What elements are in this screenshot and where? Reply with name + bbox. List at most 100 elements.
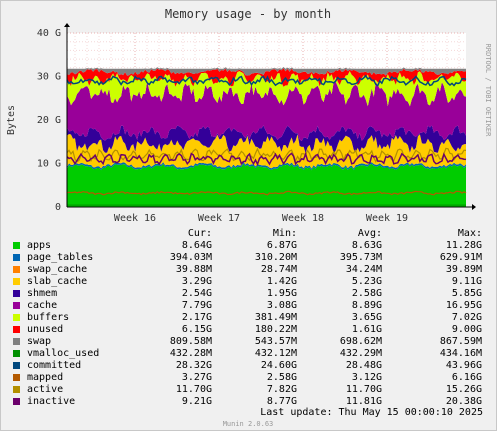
legend-max: 16.95G (445, 300, 482, 311)
legend-name: committed (27, 360, 82, 371)
legend-name: page_tables (27, 252, 94, 263)
legend-cur: 394.03M (169, 252, 212, 263)
legend-cur: 2.54G (181, 288, 212, 299)
legend-row: swap_cache 39.88M 28.74M 34.24M 39.89M (12, 264, 488, 276)
legend-min: 24.60G (260, 360, 297, 371)
legend-swatch (13, 338, 20, 345)
munin-version: Munin 2.0.63 (223, 420, 274, 428)
legend-swatch (13, 254, 20, 261)
legend-max: 9.11G (451, 276, 482, 287)
legend-avg: 11.70G (345, 384, 382, 395)
area-shmem (67, 125, 466, 154)
legend-name: apps (27, 240, 52, 251)
y-tick-label: 30 G (37, 72, 61, 83)
legend-cur: 432.28M (169, 348, 212, 359)
last-update: Last update: Thu May 15 00:00:10 2025 (260, 407, 483, 418)
legend-row: vmalloc_used 432.28M 432.12M 432.29M 434.16M (12, 348, 488, 360)
y-tick-label: 10 G (37, 159, 61, 170)
legend-min: 2.58G (266, 372, 297, 383)
legend-max: 7.02G (451, 312, 482, 323)
legend-max: 20.38G (445, 396, 482, 407)
legend-max: 39.89M (445, 264, 482, 275)
legend-name: shmem (27, 288, 58, 299)
legend-swatch (13, 374, 20, 381)
legend-swatch (13, 326, 20, 333)
legend-cur: 28.32G (175, 360, 212, 371)
legend-row: shmem 2.54G 1.95G 2.58G 5.85G (12, 288, 488, 300)
legend: Cur: Min: Avg: Max: apps 8.64G 6.87G 8.63G 1… (12, 228, 488, 408)
legend-min: 1.95G (266, 288, 297, 299)
x-tick-label: Week 19 (366, 213, 408, 224)
area-cache (67, 81, 466, 142)
legend-avg: 3.12G (351, 372, 382, 383)
legend-name: inactive (27, 396, 76, 407)
legend-min: 180.22M (254, 324, 297, 335)
legend-max: 15.26G (445, 384, 482, 395)
y-axis-arrow (64, 23, 70, 27)
line-mapped (66, 190, 467, 196)
legend-avg: 8.89G (351, 300, 382, 311)
legend-avg: 432.29M (339, 348, 382, 359)
legend-swatch (13, 398, 20, 405)
area-slab-cache (67, 134, 466, 169)
legend-swatch (13, 302, 20, 309)
line-inactive (66, 151, 467, 167)
header-min: Min: (272, 228, 297, 239)
legend-swatch (13, 314, 20, 321)
legend-row: committed 28.32G 24.60G 28.48G 43.96G (12, 360, 488, 372)
legend-max: 9.00G (451, 324, 482, 335)
line-active (66, 147, 467, 164)
legend-name: vmalloc_used (27, 348, 100, 359)
legend-row: swap 809.58M 543.57M 698.62M 867.59M (12, 336, 488, 348)
legend-header: Cur: Min: Avg: Max: (12, 228, 488, 240)
rrdtool-credit: RRDTOOL / TOBI OETIKER (484, 44, 492, 138)
y-tick-label: 20 G (37, 115, 61, 126)
chart-title: Memory usage - by month (165, 7, 331, 21)
legend-name: swap (27, 336, 52, 347)
legend-avg: 2.58G (351, 288, 382, 299)
legend-avg: 34.24M (345, 264, 382, 275)
legend-cur: 809.58M (169, 336, 212, 347)
header-cur: Cur: (187, 228, 212, 239)
legend-swatch (13, 290, 20, 297)
legend-swatch (13, 386, 20, 393)
y-tick-label: 0 (55, 202, 61, 213)
legend-avg: 395.73M (339, 252, 382, 263)
x-tick-label: Week 18 (282, 213, 324, 224)
legend-name: unused (27, 324, 64, 335)
header-avg: Avg: (357, 228, 382, 239)
y-tick-label: 40 G (37, 28, 61, 39)
area-swap (67, 67, 466, 76)
legend-name: cache (27, 300, 58, 311)
legend-row: apps 8.64G 6.87G 8.63G 11.28G (12, 240, 488, 252)
area-page-tables (67, 161, 466, 171)
legend-min: 6.87G (266, 240, 297, 251)
legend-name: slab_cache (27, 276, 88, 287)
legend-avg: 1.61G (351, 324, 382, 335)
legend-cur: 8.64G (181, 240, 212, 251)
legend-avg: 8.63G (351, 240, 382, 251)
x-tick-label: Week 17 (198, 213, 240, 224)
x-axis-arrow (472, 204, 476, 210)
legend-min: 432.12M (254, 348, 297, 359)
legend-row: page_tables 394.03M 310.20M 395.73M 629.91M (12, 252, 488, 264)
legend-cur: 6.15G (181, 324, 212, 335)
legend-max: 11.28G (445, 240, 482, 251)
legend-name: active (27, 384, 64, 395)
legend-min: 3.08G (266, 300, 297, 311)
legend-cur: 3.27G (181, 372, 212, 383)
legend-swatch (13, 350, 20, 357)
legend-cur: 2.17G (181, 312, 212, 323)
legend-min: 28.74M (260, 264, 297, 275)
legend-max: 43.96G (445, 360, 482, 371)
legend-max: 5.85G (451, 288, 482, 299)
legend-cur: 9.21G (181, 396, 212, 407)
legend-min: 1.42G (266, 276, 297, 287)
legend-row: buffers 2.17G 381.49M 3.65G 7.02G (12, 312, 488, 324)
legend-avg: 698.62M (339, 336, 382, 347)
legend-name: buffers (27, 312, 70, 323)
y-axis-label: Bytes (6, 105, 17, 135)
legend-avg: 11.81G (345, 396, 382, 407)
x-tick-label: Week 16 (114, 213, 156, 224)
legend-name: swap_cache (27, 264, 88, 275)
